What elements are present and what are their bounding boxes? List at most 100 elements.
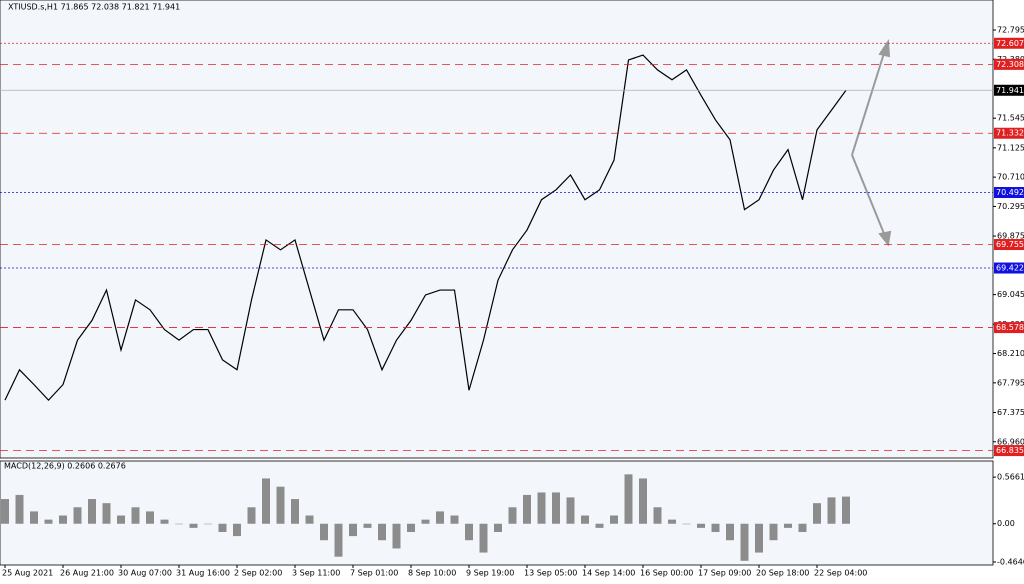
x-tick-label: 22 Sep 04:00: [814, 569, 867, 578]
y-tick-label: 68.210: [997, 349, 1024, 358]
level-label: 72.308: [996, 60, 1024, 69]
macd-bar: [479, 523, 488, 553]
x-tick-label: 8 Sep 10:00: [408, 569, 456, 578]
macd-bar: [15, 494, 24, 524]
y-tick-label: 69.045: [997, 290, 1024, 299]
macd-bar: [30, 511, 38, 524]
macd-bar: [595, 523, 604, 528]
macd-bar: [44, 519, 53, 524]
macd-bar: [842, 496, 850, 524]
macd-title: MACD(12,26,9) 0.2606 0.2676: [4, 462, 126, 471]
x-tick-label: 16 Sep 00:00: [640, 569, 693, 578]
macd-bar: [784, 523, 792, 528]
macd-bar: [653, 507, 662, 524]
x-tick-label: 7 Sep 01:00: [350, 569, 398, 578]
level-tag: [994, 127, 1024, 139]
macd-bar: [813, 503, 821, 524]
macd-bar: [233, 523, 241, 537]
macd-bar: [204, 523, 212, 525]
macd-bar: [102, 503, 111, 524]
macd-bar: [697, 523, 705, 528]
forecast-arrows: [851, 39, 892, 247]
macd-bar: [523, 494, 531, 524]
macd-bar: [189, 523, 198, 528]
macd-bar: [320, 523, 328, 541]
x-tick-label: 30 Aug 07:00: [118, 569, 172, 578]
level-tag: [994, 262, 1024, 274]
price-panel: [0, 0, 994, 459]
level-label: 70.492: [996, 188, 1024, 197]
macd-bar: [610, 515, 618, 524]
x-tick-label: 31 Aug 16:00: [176, 569, 230, 578]
macd-bar: [276, 486, 285, 524]
macd-bar: [552, 492, 560, 524]
level-tag: [994, 445, 1024, 457]
x-tick-label: 14 Sep 14:00: [582, 569, 635, 578]
y-tick-label: 71.545: [997, 114, 1024, 123]
macd-bar: [160, 519, 169, 524]
macd-bar: [639, 478, 647, 524]
macd-bar: [755, 523, 763, 553]
macd-bar: [436, 511, 444, 524]
macd-bar: [740, 523, 749, 561]
macd-bar: [88, 499, 96, 524]
macd-bar: [218, 523, 227, 532]
macd-bar: [668, 519, 676, 524]
macd-bar: [305, 515, 314, 524]
level-tag: [994, 84, 1024, 96]
macd-bar: [363, 523, 372, 528]
level-label: 66.835: [996, 446, 1024, 455]
y-tick-label: -0.4646: [997, 558, 1024, 567]
y-tick-label: 70.295: [997, 202, 1024, 211]
macd-bar: [291, 499, 299, 524]
x-tick-label: 20 Sep 18:00: [756, 569, 809, 578]
x-tick-label: 3 Sep 11:00: [292, 569, 340, 578]
macd-bar: [537, 492, 546, 524]
macd-bar: [131, 507, 140, 524]
x-tick-label: 17 Sep 09:00: [698, 569, 751, 578]
level-tag: [994, 322, 1024, 334]
macd-bar: [581, 515, 589, 524]
level-label: 69.422: [996, 264, 1024, 273]
macd-bar: [726, 523, 734, 541]
macd-bar: [407, 523, 415, 532]
chart-title: XTIUSD.s,H1 71.865 72.038 71.821 71.941: [8, 3, 180, 12]
macd-bar: [566, 497, 575, 524]
macd-bar: [262, 478, 270, 524]
y-tick-label: 0.5661: [997, 473, 1024, 482]
macd-bar: [146, 511, 154, 524]
y-tick-label: 70.710: [997, 173, 1024, 182]
macd-bar: [450, 515, 459, 524]
x-tick-label: 9 Sep 19:00: [466, 569, 514, 578]
x-tick-label: 25 Aug 2021: [2, 569, 53, 578]
macd-bar: [247, 507, 256, 524]
y-tick-label: 72.795: [997, 25, 1024, 34]
macd-bar: [59, 515, 67, 524]
macd-bar: [421, 519, 430, 524]
level-tag: [994, 37, 1024, 49]
level-tag: [994, 187, 1024, 199]
y-tick-label: 67.795: [997, 378, 1024, 387]
y-tick-label: 69.875: [997, 232, 1024, 241]
macd-bar: [465, 523, 473, 541]
macd-bar: [827, 497, 836, 524]
y-tick-label: 0.00: [997, 519, 1015, 528]
macd-bar: [508, 507, 517, 524]
level-label: 72.607: [996, 39, 1024, 48]
macd-bar: [175, 523, 183, 525]
level-label: 71.332: [996, 129, 1024, 138]
macd-bar: [711, 523, 720, 532]
level-label: 68.578: [996, 323, 1024, 332]
macd-bar: [1, 499, 9, 524]
macd-bar: [117, 515, 125, 524]
macd-bar: [334, 523, 343, 557]
x-tick-label: 2 Sep 02:00: [234, 569, 282, 578]
macd-bar: [682, 523, 691, 525]
level-tag: [994, 239, 1024, 251]
macd-bar: [798, 523, 807, 532]
x-tick-label: 26 Aug 21:00: [60, 569, 114, 578]
level-tag: [994, 58, 1024, 70]
level-label: 69.755: [996, 240, 1024, 249]
macd-bar: [73, 507, 82, 524]
